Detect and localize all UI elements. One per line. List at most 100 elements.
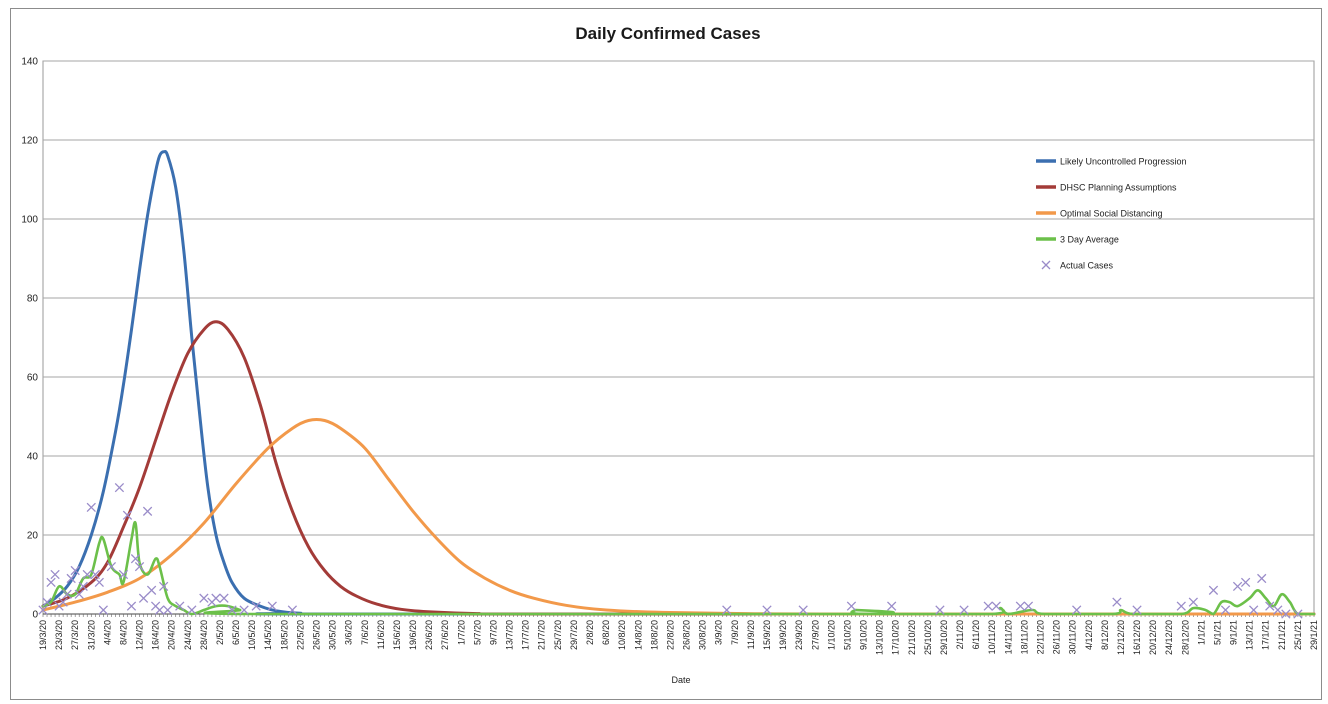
y-tick-label: 80 <box>27 294 39 305</box>
data-point-marker <box>959 605 969 615</box>
x-tick-label: 1/1/21 <box>1196 620 1206 645</box>
x-tick-label: 25/1/21 <box>1293 620 1303 650</box>
data-point-marker <box>1293 609 1303 619</box>
data-point-marker <box>1176 601 1186 611</box>
x-axis-label: Date <box>671 675 690 685</box>
x-tick-label: 3/9/20 <box>714 620 724 645</box>
x-tick-label: 30/8/20 <box>698 620 708 650</box>
axes: 0 20 40 60 80 100 120 140 19/3/20 23/3/20 27/3/20 3… <box>21 57 1319 656</box>
legend-item: Optimal Social Distancing <box>1036 209 1163 219</box>
legend-item: 3 Day Average <box>1036 235 1119 245</box>
data-point-marker <box>38 605 48 615</box>
legend: Likely Uncontrolled Progression DHSC Plan… <box>1036 157 1187 271</box>
data-point-marker <box>94 577 104 588</box>
x-tick-label: 10/5/20 <box>247 620 257 650</box>
data-point-marker <box>239 605 249 615</box>
data-point-marker <box>42 597 52 607</box>
x-tick-label: 25/10/20 <box>923 620 933 655</box>
legend-item: Actual Cases <box>1041 261 1114 271</box>
x-tick-label: 9/1/21 <box>1229 620 1239 645</box>
x-tick-label: 10/8/20 <box>617 620 627 650</box>
data-point-marker <box>251 601 261 611</box>
x-tick-label: 14/11/20 <box>1003 620 1013 654</box>
data-point-marker <box>1112 597 1122 607</box>
x-tick-label: 19/3/20 <box>38 620 48 650</box>
data-point-marker <box>134 561 145 572</box>
x-tick-label: 11/6/20 <box>376 620 386 649</box>
data-point-marker <box>78 581 88 592</box>
x-tick-label: 20/12/20 <box>1148 620 1158 655</box>
x-tick-label: 27/6/20 <box>440 620 450 650</box>
data-point-marker <box>1208 585 1219 595</box>
x-tick-label: 15/6/20 <box>392 620 402 650</box>
x-tick-label: 19/6/20 <box>408 620 418 650</box>
x-tick-label: 13/7/20 <box>505 620 515 650</box>
data-point-marker <box>82 569 92 580</box>
data-point-marker <box>114 482 125 493</box>
data-point-marker <box>762 605 772 615</box>
x-tick-label: 2/11/20 <box>955 620 965 649</box>
x-tick-label: 5/10/20 <box>842 620 852 650</box>
chart-title: Daily Confirmed Cases <box>575 24 760 43</box>
data-point-marker <box>106 561 117 572</box>
data-point-marker <box>1188 597 1198 607</box>
data-point-marker <box>122 510 133 520</box>
x-tick-label: 14/5/20 <box>263 620 273 650</box>
x-tick-label: 31/3/20 <box>86 620 96 650</box>
x-tick-label: 14/8/20 <box>633 620 643 650</box>
x-tick-label: 12/12/20 <box>1116 620 1126 655</box>
x-tick-label: 29/10/20 <box>939 620 949 655</box>
x-tick-label: 26/5/20 <box>312 620 322 650</box>
x-tick-label: 25/7/20 <box>553 620 563 650</box>
data-point-marker <box>62 589 72 599</box>
x-tick-label: 24/12/20 <box>1164 620 1174 655</box>
x-tick-label: 17/1/21 <box>1261 620 1271 650</box>
series-dhsc-planning-assumptions <box>41 320 1316 616</box>
y-tick-label: 100 <box>21 215 38 226</box>
data-point-marker <box>935 605 945 615</box>
series-layer <box>38 150 1316 619</box>
x-tick-label: 1/7/20 <box>456 620 466 645</box>
x-tick-label: 22/5/20 <box>295 620 305 650</box>
data-point-marker <box>58 597 68 607</box>
x-tick-label: 1/10/20 <box>826 620 836 650</box>
y-tick-label: 60 <box>27 373 39 384</box>
data-point-marker <box>187 605 197 615</box>
data-point-marker <box>1265 601 1275 611</box>
data-point-marker <box>1023 601 1034 611</box>
x-tick-label: 28/12/20 <box>1180 620 1190 655</box>
x-tick-label: 23/3/20 <box>54 620 64 650</box>
x-tick-label: 8/4/20 <box>118 620 128 645</box>
data-point-marker <box>86 502 96 513</box>
data-point-marker <box>90 569 100 580</box>
data-point-marker <box>50 569 60 580</box>
data-point-marker <box>722 605 732 615</box>
data-point-marker <box>219 593 229 603</box>
data-point-marker <box>46 577 56 588</box>
x-tick-label: 21/10/20 <box>907 620 917 655</box>
x-tick-label: 29/1/21 <box>1309 620 1319 650</box>
data-point-marker <box>130 554 141 564</box>
data-point-marker <box>991 601 1001 611</box>
x-tick-label: 8/12/20 <box>1100 620 1110 650</box>
x-tick-label: 18/8/20 <box>649 620 659 650</box>
legend-label: 3 Day Average <box>1060 235 1119 245</box>
data-point-marker <box>1281 609 1291 619</box>
data-point-marker <box>983 601 993 611</box>
x-tick-label: 6/5/20 <box>231 620 241 645</box>
data-point-marker <box>70 565 80 576</box>
x-tick-label: 22/11/20 <box>1035 620 1045 654</box>
series-line <box>41 320 1316 616</box>
data-point-marker <box>66 573 76 584</box>
y-tick-label: 120 <box>21 136 38 147</box>
series-line <box>41 150 1316 616</box>
x-tick-label: 17/7/20 <box>521 620 531 650</box>
x-tick-label: 17/10/20 <box>891 620 901 655</box>
x-tick-label: 9/10/20 <box>859 620 869 650</box>
legend-label: Actual Cases <box>1060 261 1114 271</box>
x-tick-label: 16/4/20 <box>151 620 161 650</box>
data-point-marker <box>163 605 173 615</box>
legend-item: DHSC Planning Assumptions <box>1036 183 1177 193</box>
x-tick-label: 21/1/21 <box>1277 620 1287 650</box>
legend-label: DHSC Planning Assumptions <box>1060 183 1177 193</box>
